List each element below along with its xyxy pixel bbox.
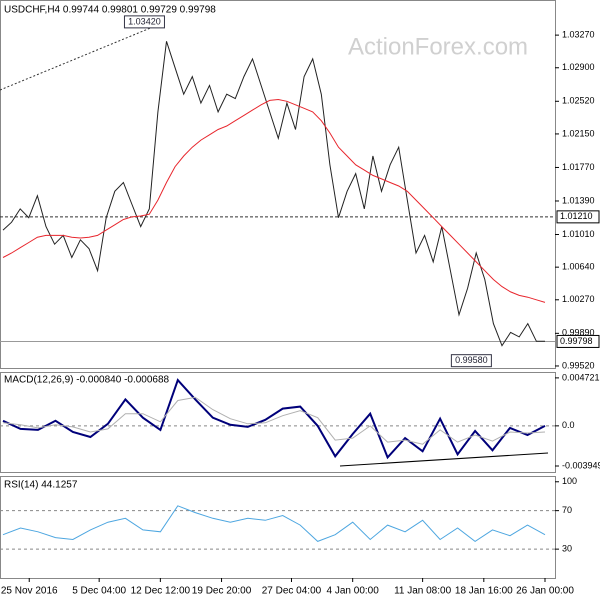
annotation-box [123,15,165,29]
series-line [2,396,546,445]
rsi-title: RSI(14) 44.1257 [4,480,78,491]
y-tick-label: 30 [562,544,572,554]
series-line [2,378,546,460]
x-tick-label: 27 Dec 04:00 [262,586,322,597]
level-box [556,210,600,224]
chart-title: USDCHF,H4 0.99744 0.99801 0.99729 0.9979… [4,5,216,16]
y-tick-label: 1.02900 [562,62,595,72]
y-tick-label: 1.00270 [562,294,595,304]
series-line [2,41,545,347]
y-tick-label: 1.01390 [562,195,595,205]
y-tick-label: 1.02150 [562,128,595,138]
x-tick-label: 11 Jan 08:00 [394,586,452,597]
level-box [556,334,600,348]
y-tick-label: 0.0 [562,420,575,430]
y-tick-label: -0.003949 [562,460,600,470]
y-tick-label: 1.00640 [562,262,595,272]
x-tick-label: 12 Dec 12:00 [131,586,191,597]
y-tick-label: 1.01770 [562,162,595,172]
level-label: 0.99798 [560,336,593,346]
y-tick-label: 0.99890 [562,328,595,338]
price-frame [0,0,556,369]
y-tick-label: 70 [562,505,572,515]
macd-title: MACD(12,26,9) -0.000840 -0.000688 [4,375,170,386]
x-tick-label: 25 Nov 2016 [1,586,58,597]
x-tick-label: 18 Jan 16:00 [455,586,513,597]
y-tick-label: 1.01010 [562,229,595,239]
x-tick-label: 5 Dec 04:00 [72,586,126,597]
annotation-label: 1.03420 [128,16,161,26]
rsi-frame [0,476,556,579]
annotation-label: 0.99580 [455,355,488,365]
trend-line [0,21,166,91]
watermark: ActionForex.com [348,33,528,60]
y-tick-label: 1.02520 [562,96,595,106]
macd-trend-line [339,452,549,467]
series-line [2,505,546,543]
y-tick-label: 1.03270 [562,29,595,39]
x-tick-label: 4 Jan 00:00 [327,586,380,597]
y-tick-label: 0.004721 [562,372,600,382]
macd-frame [0,372,556,473]
y-tick-label: 0.99520 [562,360,595,370]
annotation-box [450,354,492,368]
x-tick-label: 26 Jan 00:00 [516,586,574,597]
x-tick-label: 19 Dec 20:00 [192,586,252,597]
series-line [2,98,546,303]
y-tick-label: 100 [562,476,577,486]
level-label: 1.01210 [560,211,593,221]
